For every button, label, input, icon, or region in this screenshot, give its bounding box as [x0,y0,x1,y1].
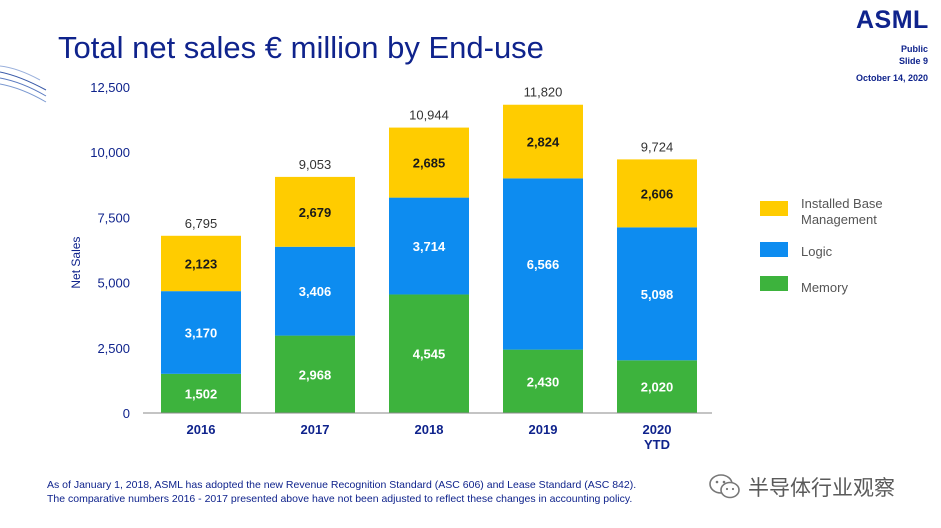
data-label: 6,566 [527,257,560,272]
classification-label: Public [900,44,928,54]
x-tick-label: 2018 [415,422,444,437]
watermark: 半导体行业观察 [708,472,895,502]
data-label: 2,020 [641,380,674,395]
slide-title: Total net sales € million by End-use [58,30,544,65]
decorative-lines [0,65,47,103]
y-tick-label: 12,500 [90,80,130,95]
data-label: 2,123 [185,256,218,271]
bar-segment-memory [161,373,241,413]
bar-segment-logic [275,246,355,336]
footnote: As of January 1, 2018, ASML has adopted … [47,478,636,506]
total-label: 6,795 [185,216,218,231]
bar-segment-logic [161,291,241,374]
slide-meta: Public Slide 9 October 14, 2020 [856,43,928,84]
watermark-text: 半导体行业观察 [748,476,895,500]
bar-segment-installed-base-management [617,159,697,228]
total-label: 11,820 [524,85,563,100]
legend-swatch-installed-base [760,201,788,216]
legend-swatch-logic [760,242,788,257]
x-tick-label: 2020 [643,422,672,437]
data-label: 4,545 [413,347,446,362]
bar-segment-logic [389,197,469,295]
y-tick-label: 2,500 [97,341,130,356]
bar-segment-memory [617,360,697,413]
bar-segment-memory [503,349,583,413]
y-axis-title: Net Sales [69,237,83,289]
data-label: 5,098 [641,287,674,302]
data-label: 1,502 [185,386,218,401]
x-tick-label: 2019 [529,422,558,437]
data-label: 2,685 [413,156,446,171]
legend-label-memory: Memory [801,280,848,295]
x-tick-label: YTD [644,437,670,452]
bar-segment-logic [617,227,697,361]
bar-segment-installed-base-management [503,104,583,179]
x-tick-label: 2017 [301,422,330,437]
data-label: 2,606 [641,186,674,201]
x-tick-label: 2016 [187,422,216,437]
footnote-line-1: As of January 1, 2018, ASML has adopted … [47,479,637,491]
data-label: 3,714 [413,239,446,254]
slide-date: October 14, 2020 [855,73,928,83]
total-label: 9,053 [299,157,332,172]
data-label: 2,679 [299,205,332,220]
bar-segment-installed-base-management [389,127,469,198]
bar-segment-memory [275,335,355,413]
y-tick-label: 0 [123,406,130,421]
data-label: 3,406 [299,284,332,299]
y-tick-label: 10,000 [90,145,130,160]
footnote-line-2: The comparative numbers 2016 - 2017 pres… [47,493,633,505]
bar-segment-installed-base-management [275,176,355,247]
legend-swatch-memory [760,276,788,291]
bar-segment-memory [389,294,469,413]
data-label: 2,824 [527,135,560,150]
data-label: 2,968 [299,367,332,382]
data-label: 2,430 [527,374,560,389]
slide-number: Slide 9 [898,56,928,66]
y-tick-label: 7,500 [97,210,130,225]
bar-segment-installed-base-management [161,235,241,292]
asml-logo: ASML [856,6,929,34]
total-label: 9,724 [641,139,674,154]
total-label: 10,944 [409,108,449,123]
data-label: 3,170 [185,325,218,340]
y-tick-label: 5,000 [97,276,130,291]
wechat-icon [709,474,740,499]
bar-segment-logic [503,178,583,350]
legend-label-logic: Logic [801,244,833,259]
legend-label-installed-base: Installed Base Management [801,196,883,227]
